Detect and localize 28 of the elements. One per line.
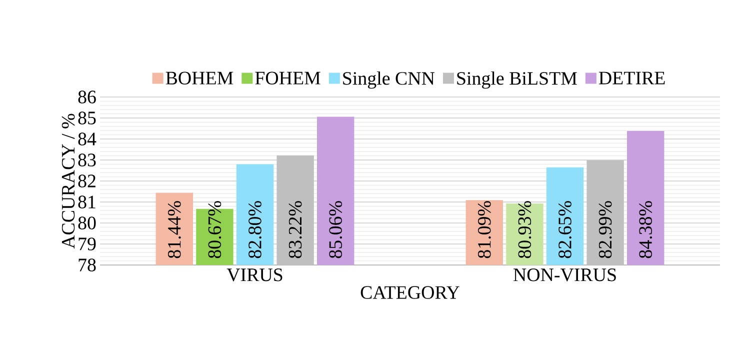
legend-label: FOHEM [255, 72, 320, 84]
y-tick-label: 82 [78, 174, 96, 188]
y-tick-label: 85 [78, 112, 96, 124]
data-label: 80.93% [518, 201, 532, 258]
y-tick-label: 84 [78, 132, 96, 146]
y-tick-label: 80 [78, 216, 96, 230]
data-label: 85.06% [329, 201, 342, 258]
y-tick-label: 78 [78, 258, 96, 272]
y-tick-label: 81 [78, 196, 96, 208]
data-label: 82.80% [248, 201, 262, 258]
x-tick-label: NON-VIRUS [513, 268, 616, 282]
x-axis-title: CATEGORY [360, 286, 460, 299]
y-tick-label: 79 [78, 238, 96, 250]
y-tick-label: 86 [78, 90, 96, 104]
legend-label: DETIRE [598, 72, 665, 84]
data-label: 84.38% [639, 201, 652, 258]
legend-label: BOHEM [166, 72, 234, 84]
data-label: 80.67% [208, 201, 222, 258]
data-label: 81.09% [478, 201, 491, 258]
legend-label: Single CNN [343, 71, 435, 89]
data-label: 83.22% [288, 201, 302, 258]
x-tick-label: VIRUS [226, 268, 282, 282]
data-label: 82.99% [598, 201, 612, 258]
legend-label: Single BiLSTM [457, 71, 577, 89]
y-tick-label: 83 [78, 154, 96, 166]
data-label: 81.44% [168, 201, 181, 258]
y-axis-title: ACCURACY / % [62, 114, 75, 249]
data-label: 82.65% [558, 201, 572, 258]
